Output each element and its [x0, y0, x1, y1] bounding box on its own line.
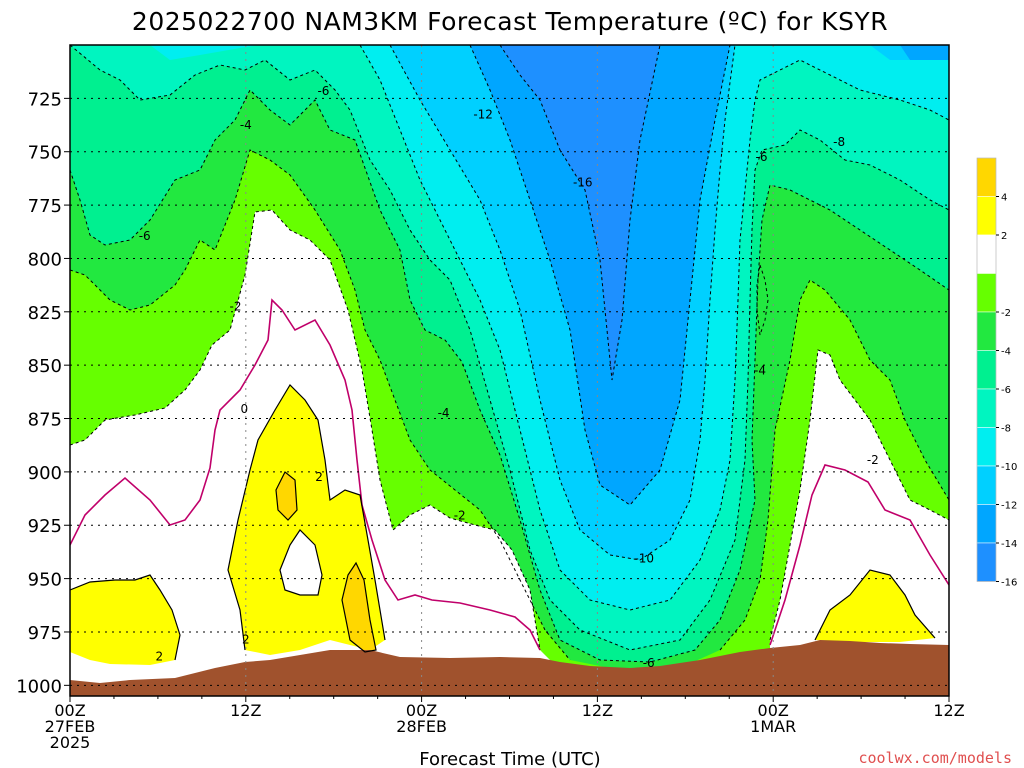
x-tick-label: 12Z — [582, 701, 613, 720]
colorbar-swatch — [976, 388, 997, 428]
colorbar-swatch — [976, 234, 997, 274]
contour-label: -12 — [473, 107, 493, 121]
colorbar-swatch — [976, 273, 997, 313]
contour-label: -2 — [454, 509, 466, 523]
y-tick-label: 825 — [28, 303, 62, 324]
contour-label: -6 — [643, 656, 655, 670]
colorbar-label: -14 — [1001, 539, 1017, 550]
band-zero-hole-a — [280, 530, 322, 595]
y-tick-label: 775 — [28, 196, 62, 217]
colorbar-label: -6 — [1001, 385, 1011, 396]
contour-label: -2 — [867, 453, 879, 467]
x-tick-label: 00Z — [54, 701, 85, 720]
contour-label: -10 — [634, 551, 654, 565]
colorbar-label: -12 — [1001, 501, 1017, 512]
contour-label: -8 — [833, 135, 845, 149]
band-2-4-right — [815, 570, 935, 642]
colorbar-swatch — [976, 157, 997, 197]
colorbar-label: -8 — [1001, 424, 1011, 435]
credit-text: coolwx.com/models — [858, 749, 1012, 767]
y-tick-label: 800 — [28, 249, 62, 270]
contour-label: -6 — [755, 150, 767, 164]
contour-label: 2 — [156, 649, 164, 663]
colorbar: 4 2 -2 -4 -6 -8 -10 -12 -14 -16 — [976, 157, 1017, 589]
y-tick-label: 850 — [28, 356, 62, 377]
ground-terrain — [70, 640, 949, 696]
y-tick-label: 900 — [28, 463, 62, 484]
x-axis-label: Forecast Time (UTC) — [419, 749, 600, 768]
y-tick-label: 950 — [28, 570, 62, 591]
chart-title: 2025022700 NAM3KM Forecast Temperature (… — [132, 7, 888, 36]
contour-label: -4 — [240, 118, 252, 132]
contour-label: -6 — [317, 84, 329, 98]
zero-contour-line — [70, 298, 949, 651]
y-tick-label: 1000 — [16, 676, 62, 697]
band-4-6-b — [342, 563, 376, 652]
y-tick-label: 925 — [28, 516, 62, 537]
y-tick-label: 975 — [28, 623, 62, 644]
band-4-6-a — [276, 472, 297, 520]
y-axis: 725 750 775 800 825 850 875 900 925 950 975 1000 — [16, 89, 70, 697]
x-tick-label: 27FEB — [45, 717, 96, 736]
colorbar-swatch — [976, 427, 997, 467]
colorbar-swatch — [976, 542, 997, 582]
x-tick-label: 00Z — [758, 701, 789, 720]
colorbar-swatch — [976, 504, 997, 544]
x-tick-label: 1MAR — [750, 717, 796, 736]
contour-label: 2 — [242, 632, 250, 646]
colorbar-swatch — [976, 465, 997, 505]
contour-label: -4 — [438, 406, 450, 420]
colorbar-label: -2 — [1001, 308, 1011, 319]
colorbar-swatch — [976, 350, 997, 390]
x-tick-label: 2025 — [50, 733, 91, 752]
colorbar-label: -4 — [1001, 347, 1011, 358]
colorbar-label: -16 — [1001, 578, 1017, 589]
colorbar-swatch — [976, 196, 997, 236]
contour-label: -16 — [573, 176, 593, 190]
band-2-4-left — [70, 575, 180, 665]
contour-label: -4 — [754, 363, 766, 377]
colorbar-label: 2 — [1001, 231, 1007, 242]
dashed-contours — [70, 45, 949, 663]
contour-label: -6 — [139, 229, 151, 243]
y-tick-label: 750 — [28, 143, 62, 164]
colorbar-label: 4 — [1001, 193, 1007, 204]
x-tick-label: 12Z — [933, 701, 964, 720]
contour-label: 0 — [241, 402, 249, 416]
x-tick-label: 28FEB — [396, 717, 447, 736]
contour-labels: -6 -4 -12 -16 -6 -8 -6 -2 -4 0 -4 -2 2 -2 -10 2 2 -6 — [139, 84, 879, 670]
x-tick-label: 00Z — [406, 701, 437, 720]
x-tick-label: 12Z — [230, 701, 261, 720]
contour-label: 2 — [315, 470, 323, 484]
y-tick-label: 725 — [28, 89, 62, 110]
solid-contours — [70, 384, 936, 661]
plot-area — [70, 45, 949, 696]
y-tick-label: 875 — [28, 410, 62, 431]
colorbar-swatch — [976, 311, 997, 351]
colorbar-frame — [976, 157, 997, 582]
colorbar-label: -10 — [1001, 462, 1017, 473]
contour-label: -2 — [230, 299, 242, 313]
